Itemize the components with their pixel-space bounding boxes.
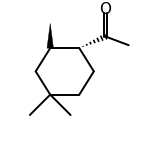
- Text: O: O: [100, 2, 111, 17]
- Polygon shape: [47, 23, 54, 48]
